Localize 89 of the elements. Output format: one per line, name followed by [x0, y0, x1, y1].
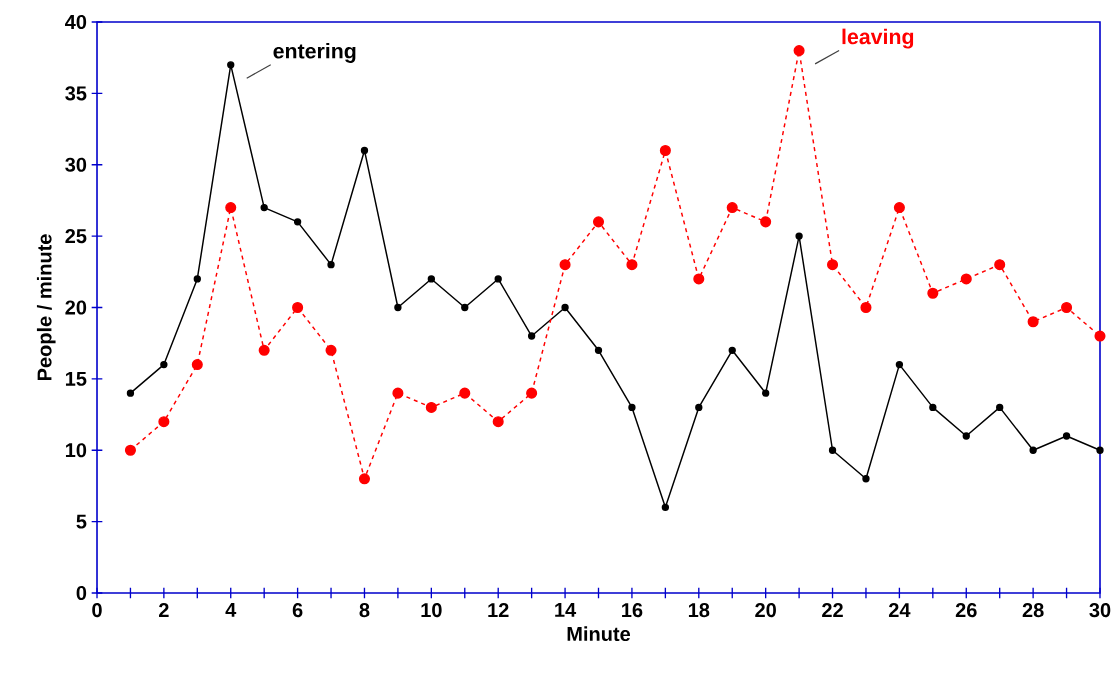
- y-tick-label: 35: [65, 86, 87, 101]
- x-tick-label: 16: [622, 603, 643, 618]
- x-tick-label: 30: [1089, 603, 1111, 618]
- x-tick-label: 20: [755, 603, 776, 618]
- point: [1061, 301, 1073, 314]
- point: [126, 389, 135, 397]
- x-tick-label: 14: [555, 603, 577, 617]
- y-tick-label: 20: [65, 300, 87, 315]
- point: [693, 273, 705, 285]
- x-tick-label: 22: [822, 603, 843, 617]
- point: [258, 344, 270, 356]
- x-tick-label: 10: [421, 603, 442, 618]
- point: [626, 259, 638, 271]
- point: [260, 203, 268, 212]
- y-tick-label: 30: [65, 157, 87, 172]
- point: [1029, 446, 1037, 454]
- point: [927, 287, 939, 299]
- point: [360, 146, 369, 155]
- point: [761, 389, 770, 397]
- x-tick-label: 24: [888, 603, 911, 617]
- point: [160, 360, 168, 369]
- point: [1062, 432, 1071, 440]
- x-tick-label: 26: [955, 603, 977, 618]
- point: [227, 61, 235, 69]
- point: [1096, 446, 1104, 454]
- point: [461, 303, 469, 312]
- y-tick-label: 0: [76, 585, 87, 601]
- point: [795, 232, 803, 240]
- point: [1027, 316, 1039, 328]
- point: [427, 275, 436, 283]
- point: [358, 473, 371, 485]
- point: [158, 416, 170, 428]
- point: [628, 403, 636, 412]
- point: [292, 301, 304, 314]
- point: [828, 446, 837, 454]
- point: [893, 202, 905, 214]
- point: [860, 301, 872, 314]
- y-tick-label: 15: [65, 371, 87, 386]
- x-axis-title: Minute: [567, 626, 631, 642]
- x-tick-label: 0: [92, 603, 102, 618]
- point: [494, 275, 502, 283]
- point: [193, 275, 201, 283]
- point: [695, 403, 703, 412]
- point: [425, 401, 437, 413]
- point: [559, 259, 571, 271]
- x-tick-label: 28: [1022, 603, 1044, 618]
- x-tick-label: 2: [159, 603, 169, 617]
- point: [793, 45, 805, 57]
- x-tick-label: 8: [359, 603, 370, 618]
- y-tick-label: 40: [65, 14, 87, 30]
- point: [728, 346, 736, 354]
- point: [592, 216, 605, 228]
- series-label: entering: [273, 42, 356, 63]
- point: [726, 202, 738, 214]
- point: [394, 303, 402, 312]
- point: [895, 360, 904, 369]
- y-axis-title: People / minute: [36, 234, 56, 381]
- point: [124, 444, 136, 456]
- point: [527, 332, 536, 340]
- x-tick-label: 18: [688, 603, 710, 618]
- point: [659, 144, 671, 157]
- point: [191, 359, 203, 371]
- point: [960, 273, 972, 285]
- point: [293, 218, 302, 226]
- point: [392, 387, 404, 399]
- point: [929, 403, 937, 412]
- point: [996, 403, 1004, 412]
- x-tick-label: 12: [488, 603, 509, 617]
- x-tick-label: 4: [225, 603, 237, 617]
- point: [492, 416, 504, 428]
- point: [1094, 330, 1106, 342]
- point: [994, 259, 1006, 271]
- point: [826, 259, 839, 271]
- point: [325, 344, 337, 356]
- y-tick-label: 5: [76, 514, 87, 529]
- series-label: leaving: [842, 28, 914, 49]
- point: [327, 260, 335, 269]
- point: [459, 387, 471, 399]
- point: [862, 475, 870, 483]
- y-tick-label: 10: [65, 443, 87, 458]
- point: [594, 346, 603, 354]
- point: [661, 503, 670, 512]
- point: [962, 432, 970, 440]
- point: [225, 202, 237, 214]
- x-tick-label: 6: [292, 603, 303, 618]
- point: [760, 216, 772, 228]
- y-tick-label: 25: [65, 229, 87, 244]
- point: [526, 387, 538, 399]
- point: [561, 303, 569, 312]
